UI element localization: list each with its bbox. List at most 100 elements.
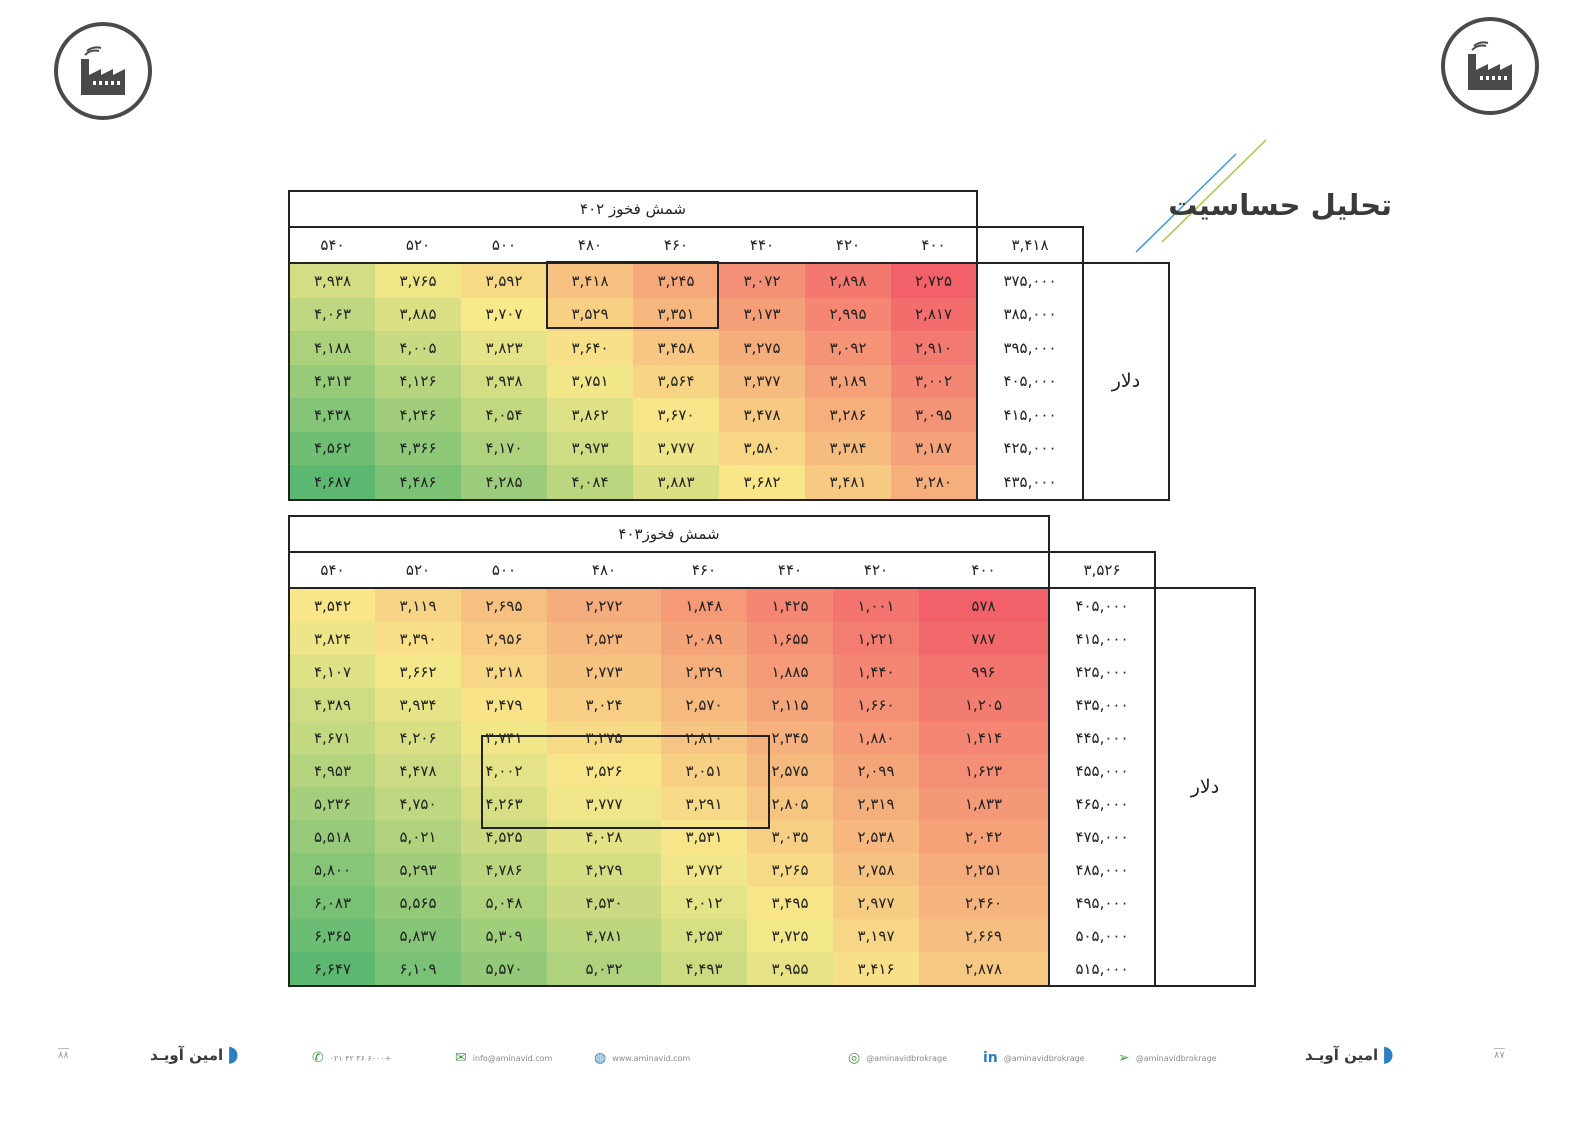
column-header: ۴۴۰ bbox=[747, 551, 833, 589]
footer-email[interactable]: ✉ info@aminavid.com bbox=[455, 1050, 553, 1066]
table-cell: ۴,۱۰۷ bbox=[288, 655, 375, 688]
table-row: ۳,۹۳۸ ۳,۷۶۵ ۳,۵۹۲ ۳,۴۱۸ ۳,۲۴۵ ۳,۰۷۲ ۲,۸۹۸ ۲,۷۲۵… bbox=[288, 262, 1170, 501]
table-cell: ۴,۴۸۶ bbox=[375, 465, 461, 501]
table-cell: ۲,۴۶۰ bbox=[919, 886, 1049, 919]
table-cell: ۴,۹۵۳ bbox=[288, 754, 375, 787]
table-cell: ۳,۴۹۵ bbox=[747, 886, 833, 919]
phone-icon: ✆ bbox=[312, 1050, 324, 1066]
table-cell: ۳,۸۲۳ bbox=[461, 331, 547, 365]
base-value: ۳,۵۲۶ bbox=[1048, 551, 1156, 589]
factory-icon bbox=[81, 46, 125, 95]
table-cell: ۴,۰۶۳ bbox=[288, 297, 375, 331]
table-cell: ۴,۳۱۳ bbox=[288, 364, 375, 398]
footer-website[interactable]: ◍ www.aminavid.com bbox=[594, 1050, 691, 1066]
table-cell: ۳,۰۵۱ bbox=[661, 754, 747, 787]
table-cell: ۱,۲۲۱ bbox=[833, 622, 919, 655]
row-label: ۴۱۵,۰۰۰ bbox=[976, 398, 1084, 432]
table-row: ۳,۸۲۴ ۳,۳۹۰ ۲,۹۵۶ ۲,۵۲۳ ۲,۰۸۹ ۱,۶۵۵ ۱,۲۲۱ ۷۸۷ ۴۱… bbox=[288, 622, 1255, 655]
table-cell: ۴,۶۷۱ bbox=[288, 721, 375, 754]
table-cell: ۴,۱۲۶ bbox=[375, 364, 461, 398]
row-label: ۴۹۵,۰۰۰ bbox=[1048, 886, 1156, 919]
column-header: ۴۲۰ bbox=[805, 226, 891, 264]
row-label: ۴۷۵,۰۰۰ bbox=[1048, 820, 1156, 853]
row-label: ۵۱۵,۰۰۰ bbox=[1048, 952, 1156, 987]
footer-linkedin[interactable]: in @aminavidbrokrage bbox=[983, 1050, 1085, 1066]
footer-instagram[interactable]: ◎ @aminavidbrokrage bbox=[848, 1050, 948, 1066]
table-cell: ۵,۵۷۰ bbox=[461, 952, 547, 987]
table-cell: ۴,۲۰۶ bbox=[375, 721, 461, 754]
table-cell: ۲,۵۷۵ bbox=[747, 754, 833, 787]
sensitivity-table-403: شمش فخوز۴۰۳ ۵۴۰ ۵۲۰ ۵۰۰ ۴۸۰ ۴۶۰ ۴۴۰ ۴۲۰ ۴۰۰ ۳,۵۲… bbox=[288, 515, 1256, 987]
table-cell: ۳,۴۷۸ bbox=[719, 398, 805, 432]
table-cell: ۴,۰۸۴ bbox=[547, 465, 633, 501]
column-header: ۵۰۰ bbox=[461, 226, 547, 264]
table-cell: ۲,۸۱۷ bbox=[891, 297, 977, 331]
table-cell: ۳,۲۷۵ bbox=[547, 721, 661, 754]
row-label: ۴۱۵,۰۰۰ bbox=[1048, 622, 1156, 655]
footer-phone: ✆ ۰۲۱ ۴۲ ۳۶ ۶۰۰۰+ bbox=[312, 1050, 392, 1066]
linkedin-icon: in bbox=[983, 1050, 998, 1066]
table-title: شمش فخوز ۴۰۲ bbox=[288, 190, 978, 228]
table-title: شمش فخوز۴۰۳ bbox=[288, 515, 1050, 553]
telegram-icon: ➢ bbox=[1118, 1050, 1130, 1066]
table-cell: ۳,۵۴۲ bbox=[288, 588, 375, 622]
table-cell: ۳,۷۶۵ bbox=[375, 263, 461, 298]
footer-telegram[interactable]: ➢ @aminavidbrokrage bbox=[1118, 1050, 1217, 1066]
table-cell: ۵,۸۳۷ bbox=[375, 919, 461, 952]
table-cell: ۶,۱۰۹ bbox=[375, 952, 461, 987]
row-label: ۳۷۵,۰۰۰ bbox=[976, 263, 1084, 298]
table-cell: ۳,۱۸۷ bbox=[891, 431, 977, 465]
table-cell: ۳,۷۷۲ bbox=[661, 853, 747, 886]
row-label: ۴۲۵,۰۰۰ bbox=[1048, 655, 1156, 688]
table-cell: ۳,۹۳۸ bbox=[288, 263, 375, 298]
table-cell: ۲,۵۲۳ bbox=[547, 622, 661, 655]
table-cell: ۲,۶۶۹ bbox=[919, 919, 1049, 952]
column-header: ۴۶۰ bbox=[633, 226, 719, 264]
table-cell: ۲,۰۹۹ bbox=[833, 754, 919, 787]
row-label: ۴۴۵,۰۰۰ bbox=[1048, 721, 1156, 754]
table-cell: ۴,۲۶۳ bbox=[461, 787, 547, 820]
table-row: ۴,۱۸۸ ۴,۰۰۵ ۳,۸۲۳ ۳,۶۴۰ ۳,۴۵۸ ۳,۲۷۵ ۳,۰۹۲ ۲,۹۱۰… bbox=[288, 331, 1169, 365]
factory-logo-left bbox=[54, 22, 152, 120]
table-cell: ۳,۵۶۴ bbox=[633, 364, 719, 398]
table-cell: ۳,۸۲۴ bbox=[288, 622, 375, 655]
table-cell: ۳,۰۹۵ bbox=[891, 398, 977, 432]
table-row: ۴,۰۶۳ ۳,۸۸۵ ۳,۷۰۷ ۳,۵۲۹ ۳,۳۵۱ ۳,۱۷۳ ۲,۹۹۵ ۲,۸۱۷… bbox=[288, 297, 1169, 331]
table-cell: ۳,۴۱۶ bbox=[833, 952, 919, 987]
mouse-icon: ◍ bbox=[594, 1050, 607, 1066]
table-cell: ۳,۹۷۳ bbox=[547, 431, 633, 465]
row-label: ۴۸۵,۰۰۰ bbox=[1048, 853, 1156, 886]
table-cell: ۱,۴۴۰ bbox=[833, 655, 919, 688]
table-cell: ۲,۰۴۲ bbox=[919, 820, 1049, 853]
table-cell: ۴,۷۸۶ bbox=[461, 853, 547, 886]
table-cell: ۲,۳۴۵ bbox=[747, 721, 833, 754]
table-cell: ۲,۰۸۹ bbox=[661, 622, 747, 655]
table-cell: ۳,۲۷۵ bbox=[719, 331, 805, 365]
table-cell: ۴,۲۸۵ bbox=[461, 465, 547, 501]
table-cell: ۳,۰۰۲ bbox=[891, 364, 977, 398]
row-label: ۴۳۵,۰۰۰ bbox=[976, 465, 1084, 501]
table-cell: ۳,۳۷۷ bbox=[719, 364, 805, 398]
table-row: ۳,۵۴۲ ۳,۱۱۹ ۲,۶۹۵ ۲,۲۷۲ ۱,۸۴۸ ۱,۴۲۵ ۱,۰۰۱ ۵۷۸ ۴۰… bbox=[288, 587, 1256, 987]
row-label: ۴۰۵,۰۰۰ bbox=[1048, 588, 1156, 622]
table-cell: ۳,۷۵۱ bbox=[547, 364, 633, 398]
table-cell: ۳,۹۳۸ bbox=[461, 364, 547, 398]
table-cell: ۳,۲۶۵ bbox=[747, 853, 833, 886]
table-cell: ۳,۶۸۲ bbox=[719, 465, 805, 501]
table-cell: ۳,۱۹۷ bbox=[833, 919, 919, 952]
table-cell: ۳,۱۸۹ bbox=[805, 364, 891, 398]
row-label: ۳۹۵,۰۰۰ bbox=[976, 331, 1084, 365]
axis-label: دلار bbox=[1082, 262, 1170, 501]
column-header: ۵۴۰ bbox=[288, 551, 375, 589]
column-header: ۴۲۰ bbox=[833, 551, 919, 589]
table-cell: ۶,۶۴۷ bbox=[288, 952, 375, 987]
table-cell: ۱,۶۵۵ bbox=[747, 622, 833, 655]
table-cell: ۳,۳۵۱ bbox=[633, 297, 719, 331]
table-cell: ۴,۳۶۶ bbox=[375, 431, 461, 465]
column-header: ۵۰۰ bbox=[461, 551, 547, 589]
table-row: ۵,۲۳۶ ۴,۷۵۰ ۴,۲۶۳ ۳,۷۷۷ ۳,۲۹۱ ۲,۸۰۵ ۲,۳۱۹ ۱,۸۳۳… bbox=[288, 787, 1255, 820]
table-cell: ۳,۷۷۷ bbox=[633, 431, 719, 465]
table-cell: ۳,۲۸۰ bbox=[891, 465, 977, 501]
table-cell: ۲,۸۱۰ bbox=[661, 721, 747, 754]
table-cell: ۴,۰۰۲ bbox=[461, 754, 547, 787]
